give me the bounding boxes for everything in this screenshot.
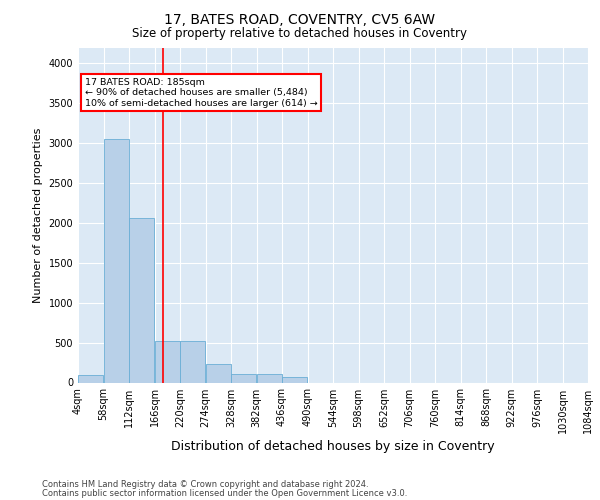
X-axis label: Distribution of detached houses by size in Coventry: Distribution of detached houses by size …	[171, 440, 495, 452]
Y-axis label: Number of detached properties: Number of detached properties	[33, 128, 43, 302]
Text: 17, BATES ROAD, COVENTRY, CV5 6AW: 17, BATES ROAD, COVENTRY, CV5 6AW	[164, 12, 436, 26]
Bar	[78, 374, 103, 382]
Text: Contains public sector information licensed under the Open Government Licence v3: Contains public sector information licen…	[42, 488, 407, 498]
Bar	[129, 218, 154, 382]
Bar	[206, 364, 231, 382]
Bar	[257, 374, 282, 382]
Text: Contains HM Land Registry data © Crown copyright and database right 2024.: Contains HM Land Registry data © Crown c…	[42, 480, 368, 489]
Bar	[155, 340, 180, 382]
Text: 17 BATES ROAD: 185sqm
← 90% of detached houses are smaller (5,484)
10% of semi-d: 17 BATES ROAD: 185sqm ← 90% of detached …	[85, 78, 317, 108]
Bar	[104, 139, 129, 382]
Text: Size of property relative to detached houses in Coventry: Size of property relative to detached ho…	[133, 28, 467, 40]
Bar	[282, 376, 307, 382]
Bar	[180, 340, 205, 382]
Bar	[231, 374, 256, 382]
